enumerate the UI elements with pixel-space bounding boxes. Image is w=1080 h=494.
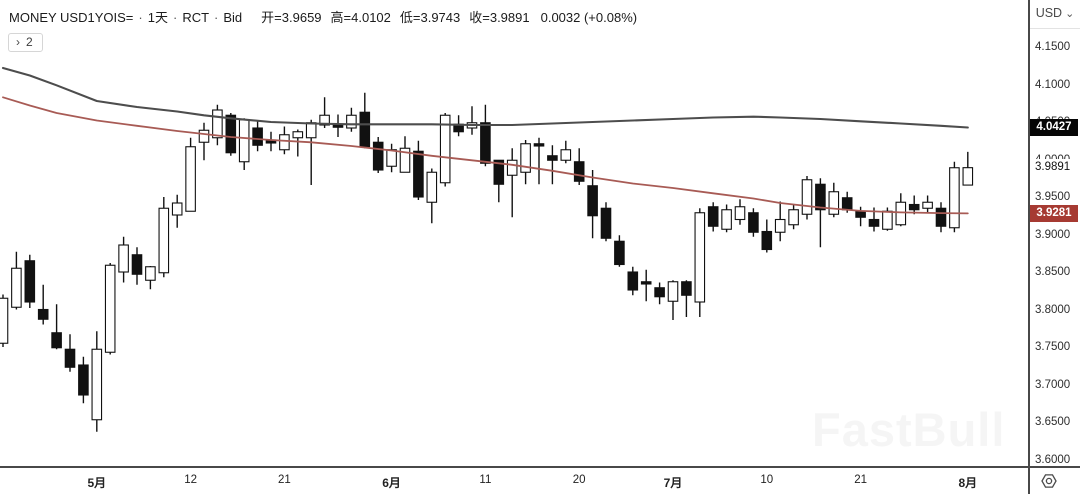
ohlc-open: 开=3.9659	[261, 10, 322, 25]
price-tick-label: 3.7000	[1035, 378, 1071, 391]
price-tick-label: 3.7500	[1035, 341, 1071, 353]
price-change: 0.0032 (+0.08%)	[540, 10, 638, 25]
time-tick-label: 5月	[87, 476, 107, 490]
price-type-label: Bid	[223, 10, 243, 25]
indicators-count: 2	[26, 35, 33, 49]
price-tick-label: 3.9500	[1035, 191, 1071, 203]
legend-separator: ·	[214, 10, 219, 25]
chevron-down-icon: ⌄	[1065, 8, 1075, 20]
price-tick-label: 4.1000	[1035, 78, 1071, 91]
currency-dropdown[interactable]: USD ⌄	[1030, 6, 1080, 20]
time-tick-label: 12	[184, 474, 197, 486]
time-tick-label: 21	[854, 474, 867, 486]
price-tick-label: 3.8500	[1035, 266, 1071, 278]
last-price-label: 3.9891	[1030, 159, 1078, 176]
currency-label: USD	[1035, 6, 1063, 20]
time-tick-label: 20	[572, 474, 586, 486]
time-axis-separator	[0, 466, 1080, 468]
candlestick-chart-canvas[interactable]	[0, 0, 1028, 466]
legend-separator: ·	[138, 10, 143, 25]
price-axis[interactable]: USD⌄ 4.15004.10004.05004.00003.95003.900…	[1030, 0, 1080, 494]
time-tick-label: 7月	[663, 476, 683, 490]
ma-red-price-badge: 3.9281	[1030, 205, 1078, 222]
time-tick-label: 10	[760, 474, 774, 486]
price-axis-separator	[1028, 0, 1030, 494]
ohlc-low: 低=3.9743	[399, 10, 461, 25]
symbol-name: MONEY USD1YOIS=	[9, 10, 134, 25]
chevron-right-icon: ›	[16, 35, 20, 49]
price-tick-label: 3.6500	[1035, 416, 1071, 428]
price-tick-label: 3.9000	[1035, 228, 1071, 241]
feed-label: RCT	[182, 10, 210, 25]
time-tick-label: 21	[277, 474, 291, 486]
time-axis[interactable]: 5月 12 21 6月 11 20 7月 10 21 8月	[0, 468, 1028, 494]
time-tick-label: 6月	[382, 476, 401, 490]
price-tick-label: 3.8000	[1035, 303, 1071, 316]
ohlc-close: 收=3.9891	[469, 10, 530, 25]
axis-settings-gear-icon[interactable]	[1039, 471, 1059, 491]
time-tick-label: 8月	[958, 476, 978, 490]
chart-legend: MONEY USD1YOIS= · 1天 · RCT · Bid 开=3.965…	[9, 7, 637, 26]
ohlc-high: 高=4.0102	[330, 10, 391, 25]
fastbull-watermark: FastBull	[812, 403, 1006, 456]
ma-dark-price-badge: 4.0427	[1030, 119, 1078, 136]
price-tick-label: 3.6000	[1035, 453, 1071, 466]
currency-separator	[1030, 28, 1080, 29]
legend-separator: ·	[172, 10, 178, 25]
price-tick-label: 4.1500	[1035, 41, 1071, 53]
interval-label: 1天	[147, 10, 168, 25]
time-tick-label: 11	[479, 474, 492, 486]
indicators-collapse-button[interactable]: › 2	[8, 33, 43, 52]
